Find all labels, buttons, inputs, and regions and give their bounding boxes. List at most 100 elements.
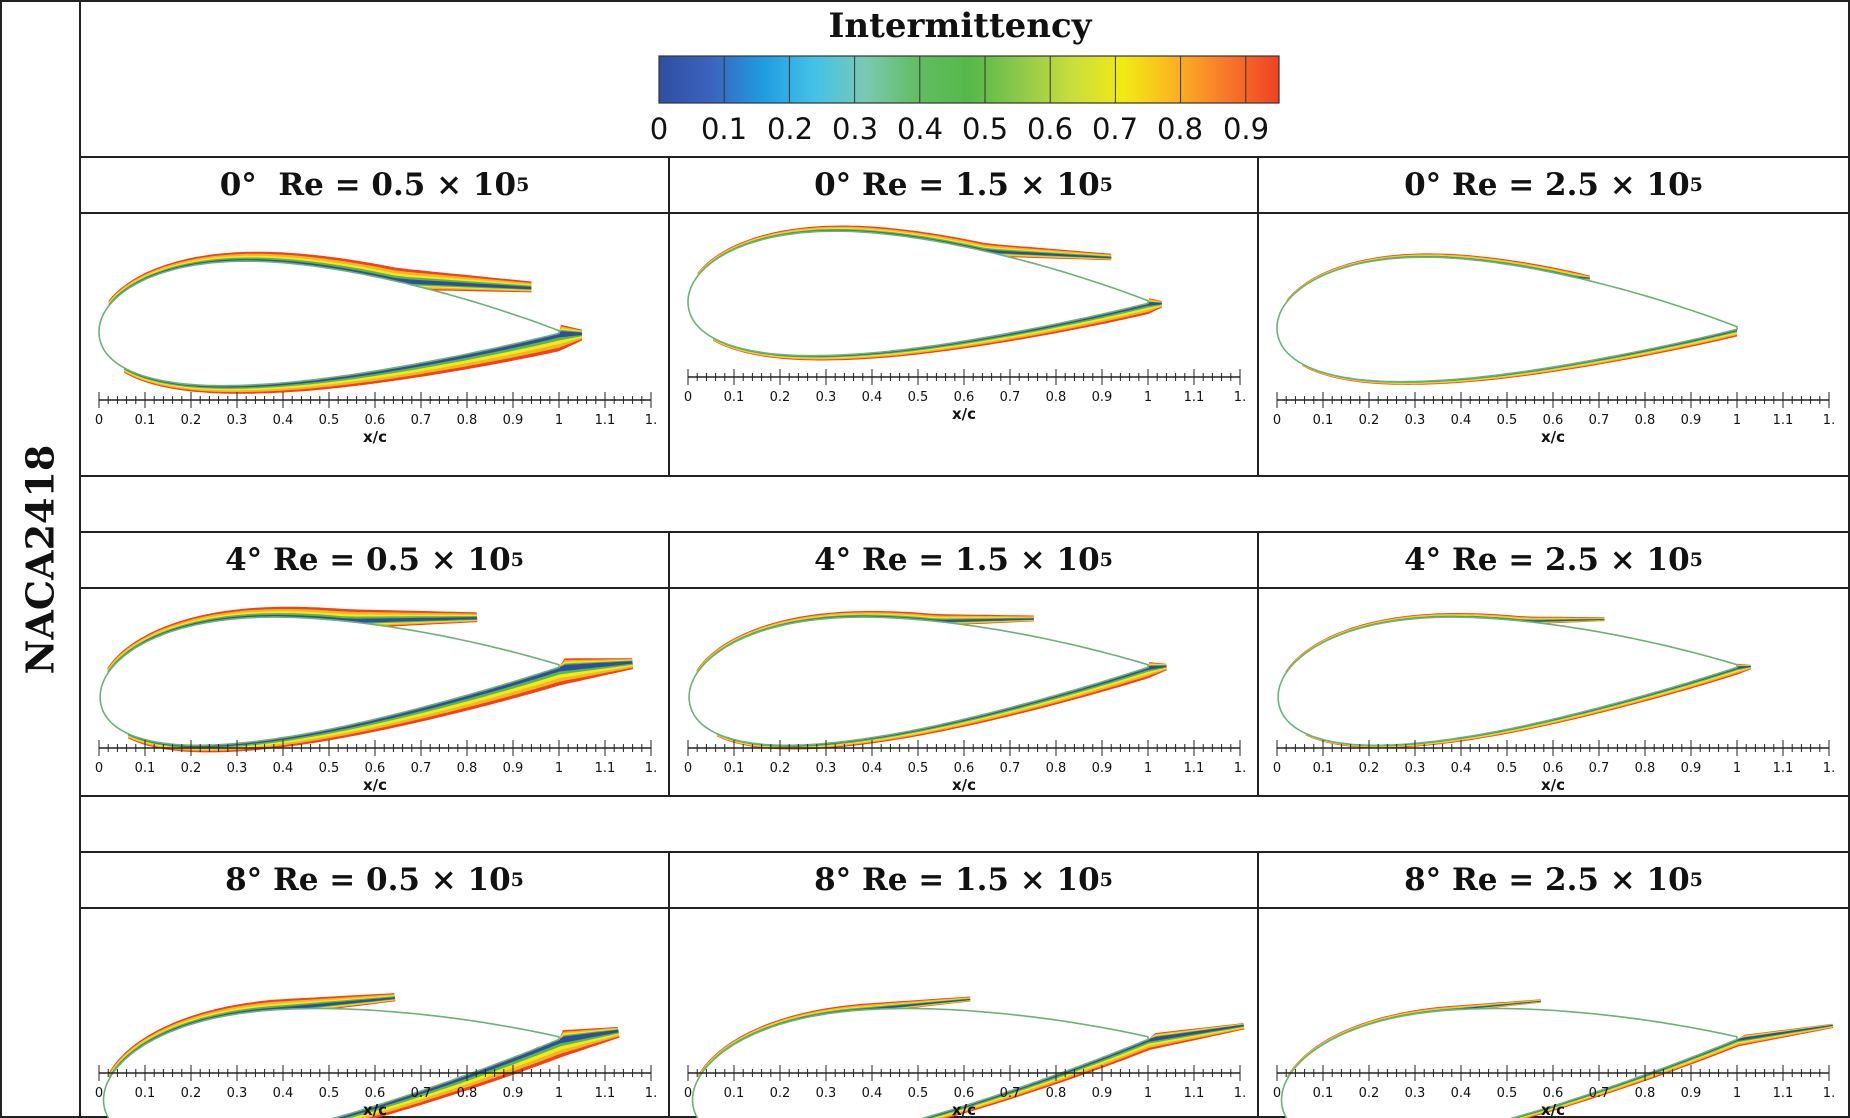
- axis-label: x/c: [1541, 776, 1565, 794]
- tick-label: 0: [95, 761, 103, 776]
- airfoil-panel: 0 0.1 0.2 0.3 0.4 0.5 0.6 0.7 0.8 0.9 1 1.1 1. x/c: [81, 214, 668, 475]
- airfoil-outline: [1276, 256, 1738, 383]
- upper-shear-layer: [107, 609, 478, 674]
- tick-label: 0.7: [1589, 1086, 1610, 1101]
- airfoil-panel: 0 0.1 0.2 0.3 0.4 0.5 0.6 0.7 0.8 0.9 1 1.1 1. x/c: [670, 909, 1257, 1118]
- tick-label: 0.7: [411, 761, 432, 776]
- x-axis: 0 0.1 0.2 0.3 0.4 0.5 0.6 0.7 0.8 0.9 1 1.1 1. x/c: [684, 369, 1246, 423]
- tick-label: 0.2: [770, 761, 791, 776]
- upper-shear-layer: [108, 259, 532, 307]
- tick-label: 0.6: [365, 761, 386, 776]
- tick-label: 0.5: [319, 413, 340, 428]
- airfoil-panel: 0 0.1 0.2 0.3 0.4 0.5 0.6 0.7 0.8 0.9 1 1.1 1. x/c: [1259, 214, 1848, 475]
- tick-label: 1: [1733, 413, 1741, 428]
- tick-label: 0.9: [503, 1086, 524, 1101]
- tick-label: 0.3: [1405, 1086, 1426, 1101]
- tick-label: 0.8: [457, 1086, 478, 1101]
- x-axis: 0 0.1 0.2 0.3 0.4 0.5 0.6 0.7 0.8 0.9 1 1.1 1. x/c: [1273, 740, 1835, 794]
- tick-label: 0.7: [1000, 390, 1021, 405]
- tick-label: 1: [1144, 390, 1152, 405]
- tick-label: 1.: [1234, 1086, 1246, 1101]
- tick-label: 0.7: [411, 413, 432, 428]
- x-axis: 0 0.1 0.2 0.3 0.4 0.5 0.6 0.7 0.8 0.9 1 1.1 1. x/c: [95, 1065, 657, 1118]
- tick-label: 0.8: [1635, 413, 1656, 428]
- airfoil-outline: [98, 260, 560, 387]
- colorbar-tick: 0.9: [1222, 112, 1270, 146]
- airfoil-label: NACA2418: [0, 0, 80, 1118]
- tick-label: 0.1: [135, 1086, 156, 1101]
- airfoil-panel: 0 0.1 0.2 0.3 0.4 0.5 0.6 0.7 0.8 0.9 1 1.1 1. x/c: [81, 909, 668, 1118]
- panel-title: 4° Re = 1.5 × 10 5: [814, 542, 1113, 578]
- tick-label: 0.2: [1359, 761, 1380, 776]
- axis-label: x/c: [363, 1101, 387, 1118]
- tick-label: 0.6: [1543, 413, 1564, 428]
- tick-label: 1.1: [1184, 761, 1205, 776]
- tick-label: 0.1: [1313, 413, 1334, 428]
- tick-label: 1.1: [1773, 413, 1794, 428]
- tick-label: 1: [1733, 761, 1741, 776]
- panel-title: 0° Re = 0.5 × 10 5: [219, 167, 530, 203]
- tick-label: 0.5: [1497, 761, 1518, 776]
- panel-title: 4° Re = 2.5 × 10 5: [1404, 542, 1703, 578]
- axis-label: x/c: [1541, 428, 1565, 446]
- tick-label: 0.7: [411, 1086, 432, 1101]
- airfoil-panel: 0 0.1 0.2 0.3 0.4 0.5 0.6 0.7 0.8 0.9 1 1.1 1. x/c: [81, 589, 668, 795]
- x-axis: 0 0.1 0.2 0.3 0.4 0.5 0.6 0.7 0.8 0.9 1 1.1 1. x/c: [95, 740, 657, 794]
- axis-label: x/c: [952, 1101, 976, 1118]
- x-axis: 0 0.1 0.2 0.3 0.4 0.5 0.6 0.7 0.8 0.9 1 1.1 1. x/c: [1273, 392, 1835, 446]
- tick-label: 0.4: [1451, 413, 1472, 428]
- tick-label: 0.9: [1092, 761, 1113, 776]
- tick-label: 1: [555, 1086, 563, 1101]
- tick-label: 0.4: [273, 413, 294, 428]
- tick-label: 0.4: [862, 1086, 883, 1101]
- airfoil-outline: [691, 1007, 1150, 1118]
- tick-label: 0.3: [816, 390, 837, 405]
- lower-boundary-layer: [1512, 1024, 1833, 1118]
- tick-label: 0.3: [816, 1086, 837, 1101]
- tick-label: 0.8: [1635, 761, 1656, 776]
- tick-label: 0.4: [862, 390, 883, 405]
- axis-label: x/c: [1541, 1101, 1565, 1118]
- panel-title: 0° Re = 1.5 × 10 5: [814, 167, 1113, 203]
- x-axis: 0 0.1 0.2 0.3 0.4 0.5 0.6 0.7 0.8 0.9 1 1.1 1. x/c: [1273, 1065, 1835, 1118]
- tick-label: 0: [684, 1086, 692, 1101]
- tick-label: 1.: [1823, 413, 1835, 428]
- tick-label: 0.3: [1405, 413, 1426, 428]
- colorbar: [658, 55, 1280, 104]
- tick-label: 1.1: [595, 761, 616, 776]
- tick-label: 0.8: [1046, 1086, 1067, 1101]
- colorbar-gradient: [659, 56, 1279, 103]
- tick-label: 0.5: [908, 761, 929, 776]
- tick-label: 1.1: [595, 1086, 616, 1101]
- tick-label: 0.8: [457, 413, 478, 428]
- tick-label: 0.2: [181, 1086, 202, 1101]
- tick-label: 1.: [1234, 761, 1246, 776]
- tick-label: 0.1: [1313, 1086, 1334, 1101]
- tick-label: 0.7: [1589, 413, 1610, 428]
- tick-label: 0.2: [181, 413, 202, 428]
- axis-label: x/c: [363, 428, 387, 446]
- colorbar-title: Intermittency: [828, 6, 1092, 46]
- tick-label: 1.1: [1773, 1086, 1794, 1101]
- airfoil-panel: 0 0.1 0.2 0.3 0.4 0.5 0.6 0.7 0.8 0.9 1 1.1 1. x/c: [670, 589, 1257, 795]
- colorbar-tick: 0.6: [1026, 112, 1074, 146]
- tick-label: 0.1: [724, 390, 745, 405]
- tick-label: 0: [95, 1086, 103, 1101]
- colorbar-tick: 0.7: [1091, 112, 1139, 146]
- tick-label: 0.7: [1000, 1086, 1021, 1101]
- colorbar-tick: 0.5: [961, 112, 1009, 146]
- tick-label: 0: [684, 390, 692, 405]
- tick-label: 0.6: [1543, 761, 1564, 776]
- tick-label: 0.8: [1046, 761, 1067, 776]
- airfoil-panel: 0 0.1 0.2 0.3 0.4 0.5 0.6 0.7 0.8 0.9 1 1.1 1. x/c: [670, 214, 1257, 475]
- airfoil-panel: 0 0.1 0.2 0.3 0.4 0.5 0.6 0.7 0.8 0.9 1 1.1 1. x/c: [1259, 589, 1848, 795]
- colorbar-tick: 0.3: [831, 112, 879, 146]
- tick-label: 0.3: [227, 1086, 248, 1101]
- tick-label: 0.1: [724, 1086, 745, 1101]
- lower-boundary-layer: [923, 1024, 1244, 1118]
- upper-shear-layer: [697, 229, 1112, 277]
- colorbar-tick: 0: [649, 112, 669, 146]
- tick-label: 0: [1273, 1086, 1281, 1101]
- tick-label: 0.6: [1543, 1086, 1564, 1101]
- panel-title: 8° Re = 1.5 × 10 5: [814, 862, 1113, 898]
